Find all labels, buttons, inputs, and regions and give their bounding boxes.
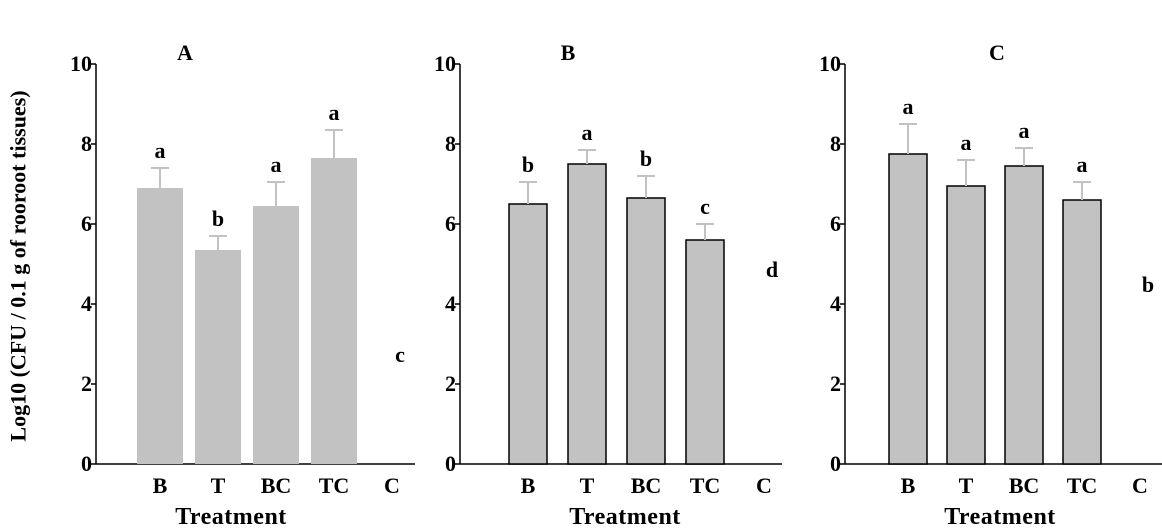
significance-letter: c [700, 194, 710, 219]
category-label: TC [690, 473, 721, 498]
significance-letter: a [582, 120, 593, 145]
bar-t [946, 185, 986, 465]
significance-letter: a [271, 152, 282, 177]
y-tick-label: 0 [445, 451, 456, 476]
bar-tc [685, 239, 725, 465]
y-tick-label: 0 [81, 451, 92, 476]
y-tick-label: 2 [445, 371, 456, 396]
bar-b [888, 153, 928, 465]
x-axis-label: Treatment [569, 504, 681, 530]
significance-letter: d [766, 257, 778, 282]
significance-letter: a [961, 130, 972, 155]
category-label: T [959, 473, 974, 498]
y-tick-label: 8 [81, 131, 92, 156]
category-label: C [384, 473, 400, 498]
category-label: BC [631, 473, 662, 498]
bar-t [195, 250, 241, 464]
x-axis-label: Treatment [175, 504, 287, 530]
significance-letter: a [903, 94, 914, 119]
panel-title: A [177, 40, 193, 65]
y-tick-label: 10 [819, 51, 841, 76]
y-tick-label: 6 [445, 211, 456, 236]
significance-letter: a [155, 138, 166, 163]
y-tick-label: 6 [830, 211, 841, 236]
bar-bc [1004, 165, 1044, 465]
category-label: T [580, 473, 595, 498]
bar-b [137, 188, 183, 464]
y-tick-label: 0 [830, 451, 841, 476]
y-tick-label: 6 [81, 211, 92, 236]
y-tick-label: 8 [445, 131, 456, 156]
bar-tc [1062, 199, 1102, 465]
panel-title: C [989, 40, 1005, 65]
significance-letter: b [212, 206, 224, 231]
bar-b [508, 203, 548, 465]
bar-t [567, 163, 607, 465]
category-label: B [153, 473, 168, 498]
panel-c: C 0 2 4 6 8 10 a Ba Ta BC a TC b C Treatment [819, 40, 1162, 530]
y-tick-label: 8 [830, 131, 841, 156]
significance-letter: b [640, 146, 652, 171]
category-label: TC [1067, 473, 1098, 498]
y-tick-label: 2 [830, 371, 841, 396]
significance-letter: c [395, 342, 405, 367]
category-label: C [1132, 473, 1148, 498]
bar-bc [253, 206, 299, 464]
significance-letter: a [329, 100, 340, 125]
category-label: BC [1009, 473, 1040, 498]
y-tick-label: 4 [445, 291, 456, 316]
category-label: T [211, 473, 226, 498]
y-tick-label: 10 [434, 51, 456, 76]
bar-bc [626, 197, 666, 465]
category-label: C [756, 473, 772, 498]
category-label: B [521, 473, 536, 498]
panel-title: B [561, 40, 576, 65]
significance-letter: a [1077, 152, 1088, 177]
category-label: BC [261, 473, 292, 498]
y-tick-label: 4 [81, 291, 92, 316]
x-axis-label: Treatment [944, 504, 1056, 530]
category-label: TC [319, 473, 350, 498]
panel-b: B 0 2 4 6 8 10 b Ba Tb BC c TC d C Treatment [434, 40, 782, 530]
y-tick-label: 2 [81, 371, 92, 396]
category-label: B [901, 473, 916, 498]
significance-letter: b [1142, 272, 1154, 297]
significance-letter: a [1019, 118, 1030, 143]
panel-a: A 0 2 4 6 8 10 a Bb Ta BC a TC c C Treatment [70, 40, 415, 530]
y-tick-label: 4 [830, 291, 841, 316]
y-tick-label: 10 [70, 51, 92, 76]
significance-letter: b [522, 152, 534, 177]
bar-tc [311, 158, 357, 464]
